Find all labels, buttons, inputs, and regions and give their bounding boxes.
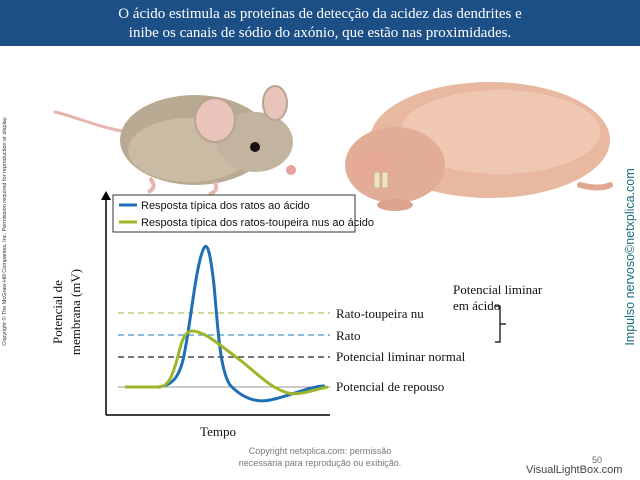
naked-mole-rat-illustration — [345, 82, 613, 211]
acid-threshold-label-line-2: em ácido — [453, 298, 500, 313]
rat-response-curve — [125, 244, 326, 403]
legend: Resposta típica dos ratos ao ácido Respo… — [112, 194, 374, 233]
page-number: 50 — [592, 455, 603, 465]
resting-potential-label: Potencial de repouso — [336, 379, 444, 394]
y-axis-label-line-1: Potencial de — [50, 280, 65, 344]
watermark: VisualLightBox.com — [526, 464, 623, 476]
x-axis-label: Tempo — [200, 424, 236, 439]
footer-line-2: necessária para reprodução ou exibição. — [238, 458, 402, 468]
title-line-2: inibe os canais de sódio do axónio, que … — [128, 25, 512, 41]
title-banner: O ácido estimula as proteínas de detecçã… — [0, 0, 640, 46]
normal-threshold-label: Potencial liminar normal — [336, 349, 466, 364]
mole-rat-response-curve — [125, 329, 329, 396]
y-axis-label-line-2: membrana (mV) — [68, 269, 83, 355]
title-line-1: O ácido estimula as proteínas de detecçã… — [118, 6, 522, 22]
mole-rat-threshold-label: Rato-toupeira nu — [336, 306, 424, 321]
graph-axes — [101, 191, 330, 416]
acid-threshold-bracket — [495, 305, 506, 343]
footer-copyright: Copyright netxplica.com: permissão neces… — [210, 445, 430, 469]
rat-threshold-label: Rato — [336, 328, 361, 343]
footer-line-1: Copyright netxplica.com: permissão — [248, 446, 392, 456]
legend-item-rat: Resposta típica dos ratos ao ácido — [141, 200, 310, 212]
mouse-illustration — [53, 85, 296, 196]
acid-threshold-label-line-1: Potencial liminar — [453, 282, 543, 297]
legend-item-mole-rat: Resposta típica dos ratos-toupeira nus a… — [141, 217, 374, 229]
